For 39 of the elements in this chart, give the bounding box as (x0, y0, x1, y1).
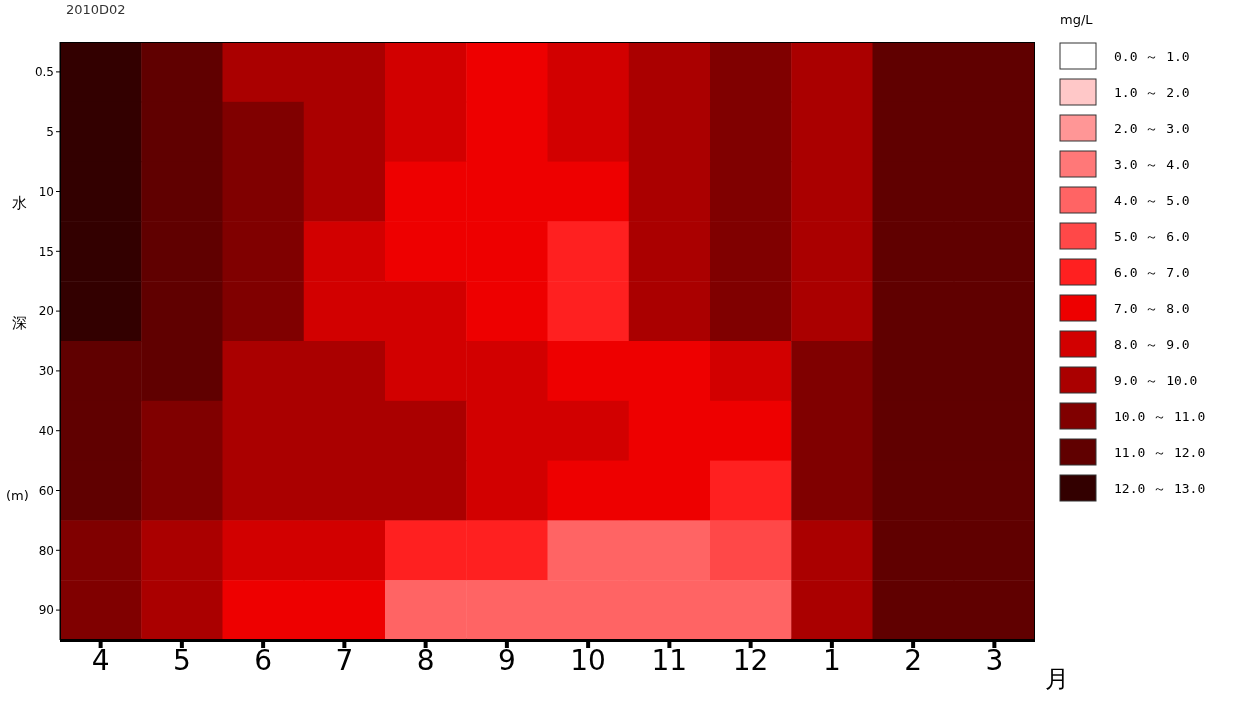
x-tick-label: 1 (822, 643, 841, 677)
y-tick-label: 10 (38, 184, 54, 199)
color-bar-title: mg/L (1060, 12, 1093, 27)
x-tick-label: 10 (570, 643, 606, 677)
x-tick-label: 4 (91, 643, 110, 677)
color-bar-label: 11.0 ～ 12.0 (1114, 445, 1206, 460)
y-tick-label: 5 (46, 124, 54, 139)
x-tick-label: 11 (651, 643, 688, 677)
color-bar-label: 7.0 ～ 8.0 (1114, 301, 1190, 316)
x-tick-label: 2 (904, 643, 923, 677)
y-tick-label: 30 (38, 364, 54, 379)
y-tick-label: 90 (38, 603, 54, 618)
color-bar-label: 6.0 ～ 7.0 (1114, 265, 1190, 280)
color-bar-label: 2.0 ～ 3.0 (1114, 121, 1190, 136)
y-tick-label: 60 (38, 483, 54, 498)
color-bar-label: 9.0 ～ 10.0 (1114, 373, 1198, 388)
y-tick-label: 20 (38, 304, 54, 319)
x-tick-label: 5 (172, 643, 191, 677)
y-tick-label: 0.5 (34, 65, 54, 80)
text: 水深 (m) (6, 183, 29, 503)
color-bar-label: 3.0 ～ 4.0 (1114, 157, 1190, 172)
x-tick-label: 7 (335, 643, 354, 677)
color-bar-label: 4.0 ～ 5.0 (1114, 193, 1190, 208)
x-tick-label: 9 (497, 643, 516, 677)
color-bar-label: 12.0 ～ 13.0 (1114, 481, 1206, 496)
color-bar-label: 8.0 ～ 9.0 (1114, 337, 1190, 352)
y-tick-label: 80 (38, 543, 54, 558)
y-tick-label: 15 (38, 244, 54, 259)
x-tick-label: 8 (416, 643, 435, 677)
x-tick-label: 3 (985, 643, 1004, 677)
x-axis-title: 月 (1045, 664, 1069, 695)
color-bar-label: 1.0 ～ 2.0 (1114, 85, 1190, 100)
color-bar-label: 0.0 ～ 1.0 (1114, 49, 1190, 64)
x-tick-label: 12 (732, 643, 769, 677)
chart-title: 2010D02 (66, 2, 126, 17)
x-tick-label: 6 (254, 643, 273, 677)
y-tick-label: 40 (38, 423, 54, 438)
color-bar-label: 5.0 ～ 6.0 (1114, 229, 1190, 244)
color-bar-label: 10.0 ～ 11.0 (1114, 409, 1206, 424)
